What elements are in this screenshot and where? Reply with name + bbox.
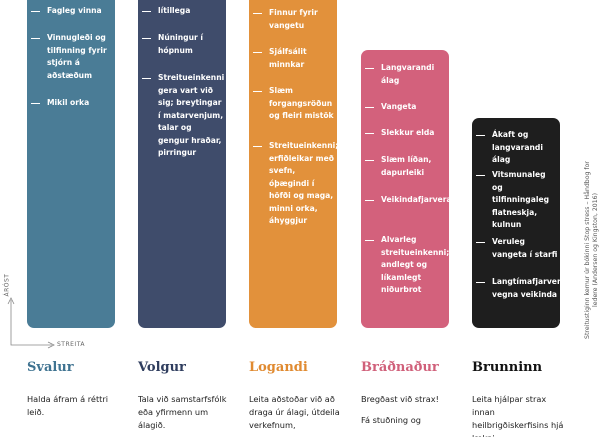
stage-item: Streitueinkenni gera vart við sig; breyt… bbox=[142, 72, 224, 160]
stage-heading: Volgur bbox=[138, 360, 186, 375]
stage-item: Vitsmunaleg og tilfinningaleg flatneskja… bbox=[476, 169, 558, 232]
axis-arrows bbox=[7, 297, 55, 349]
stage-advice: Bregðast við strax! bbox=[361, 394, 439, 404]
y-axis-label: ÁRÓST bbox=[3, 273, 11, 297]
stage-item: Vinnugleði og tilfinning fyrir stjórn á … bbox=[31, 32, 113, 82]
x-axis-label: STREITA bbox=[57, 341, 86, 348]
stage-advice: Fá stuðning og bbox=[361, 415, 421, 425]
stage-item: lítillega bbox=[142, 5, 224, 18]
stage-heading: Bráðnaður bbox=[361, 360, 439, 375]
stage-advice: Tala við samstarfsfólk eða yfirmenn um á… bbox=[138, 394, 227, 430]
stage-item: Streitueinkenni; erfiðleikar með svefn, … bbox=[253, 140, 338, 228]
stage-advice: Halda áfram á réttri leið. bbox=[27, 394, 109, 417]
stage-bar: Fagleg vinna Vinnugleði og tilfinning fyr… bbox=[27, 0, 115, 328]
axis-line bbox=[10, 300, 52, 346]
stage-item: Sjálfsálit minnkar bbox=[253, 46, 335, 71]
stage-item: Veikindafjarvera bbox=[365, 194, 452, 207]
stage-bar: lítillega Núningur í hópnum Streitueinkenn… bbox=[138, 0, 226, 328]
stage-bar: Finnur fyrir vangetu Sjálfsálit minnkar Sl… bbox=[249, 0, 338, 328]
stage-advice: Leita aðstoðar við að draga úr álagi, út… bbox=[249, 394, 340, 430]
stage-item: Ákaft og langvarandi álag bbox=[476, 129, 558, 167]
stage-item: Fagleg vinna bbox=[31, 5, 113, 18]
stage-bar: Langvarandi álag Vangeta Slekkur elda Slæm … bbox=[361, 50, 452, 328]
stage-item: Núningur í hópnum bbox=[142, 32, 224, 57]
stage-heading: Svalur bbox=[27, 360, 74, 375]
stage-item: Langtímafjarvera vegna veikinda bbox=[476, 276, 566, 301]
stage-heading: Logandi bbox=[249, 360, 308, 375]
source-note: Streitustiginn kemur úr bókinni Stop str… bbox=[584, 161, 599, 339]
stage-item: Langvarandi álag bbox=[365, 62, 447, 87]
stage-advice: Leita hjálpar strax innan heilbrigðisker… bbox=[472, 394, 564, 437]
stage-item: Veruleg vangeta í starfi bbox=[476, 236, 558, 261]
stage-bar: Ákaft og langvarandi álag Vitsmunaleg og … bbox=[472, 118, 566, 328]
stage-item: Slæm forgangsröðun og fleiri mistök bbox=[253, 85, 335, 123]
stage-heading: Brunninn bbox=[472, 360, 543, 375]
stage-item: Slæm líðan, dapurleiki bbox=[365, 154, 447, 179]
stage-item: Vangeta bbox=[365, 101, 447, 114]
stage-item: Slekkur elda bbox=[365, 127, 447, 140]
stage-item: Mikil orka bbox=[31, 97, 113, 110]
axes bbox=[7, 297, 55, 349]
stage-item: Alvarleg streitueinkenni; andlegt og lík… bbox=[365, 234, 449, 297]
stage-item: Finnur fyrir vangetu bbox=[253, 7, 335, 32]
